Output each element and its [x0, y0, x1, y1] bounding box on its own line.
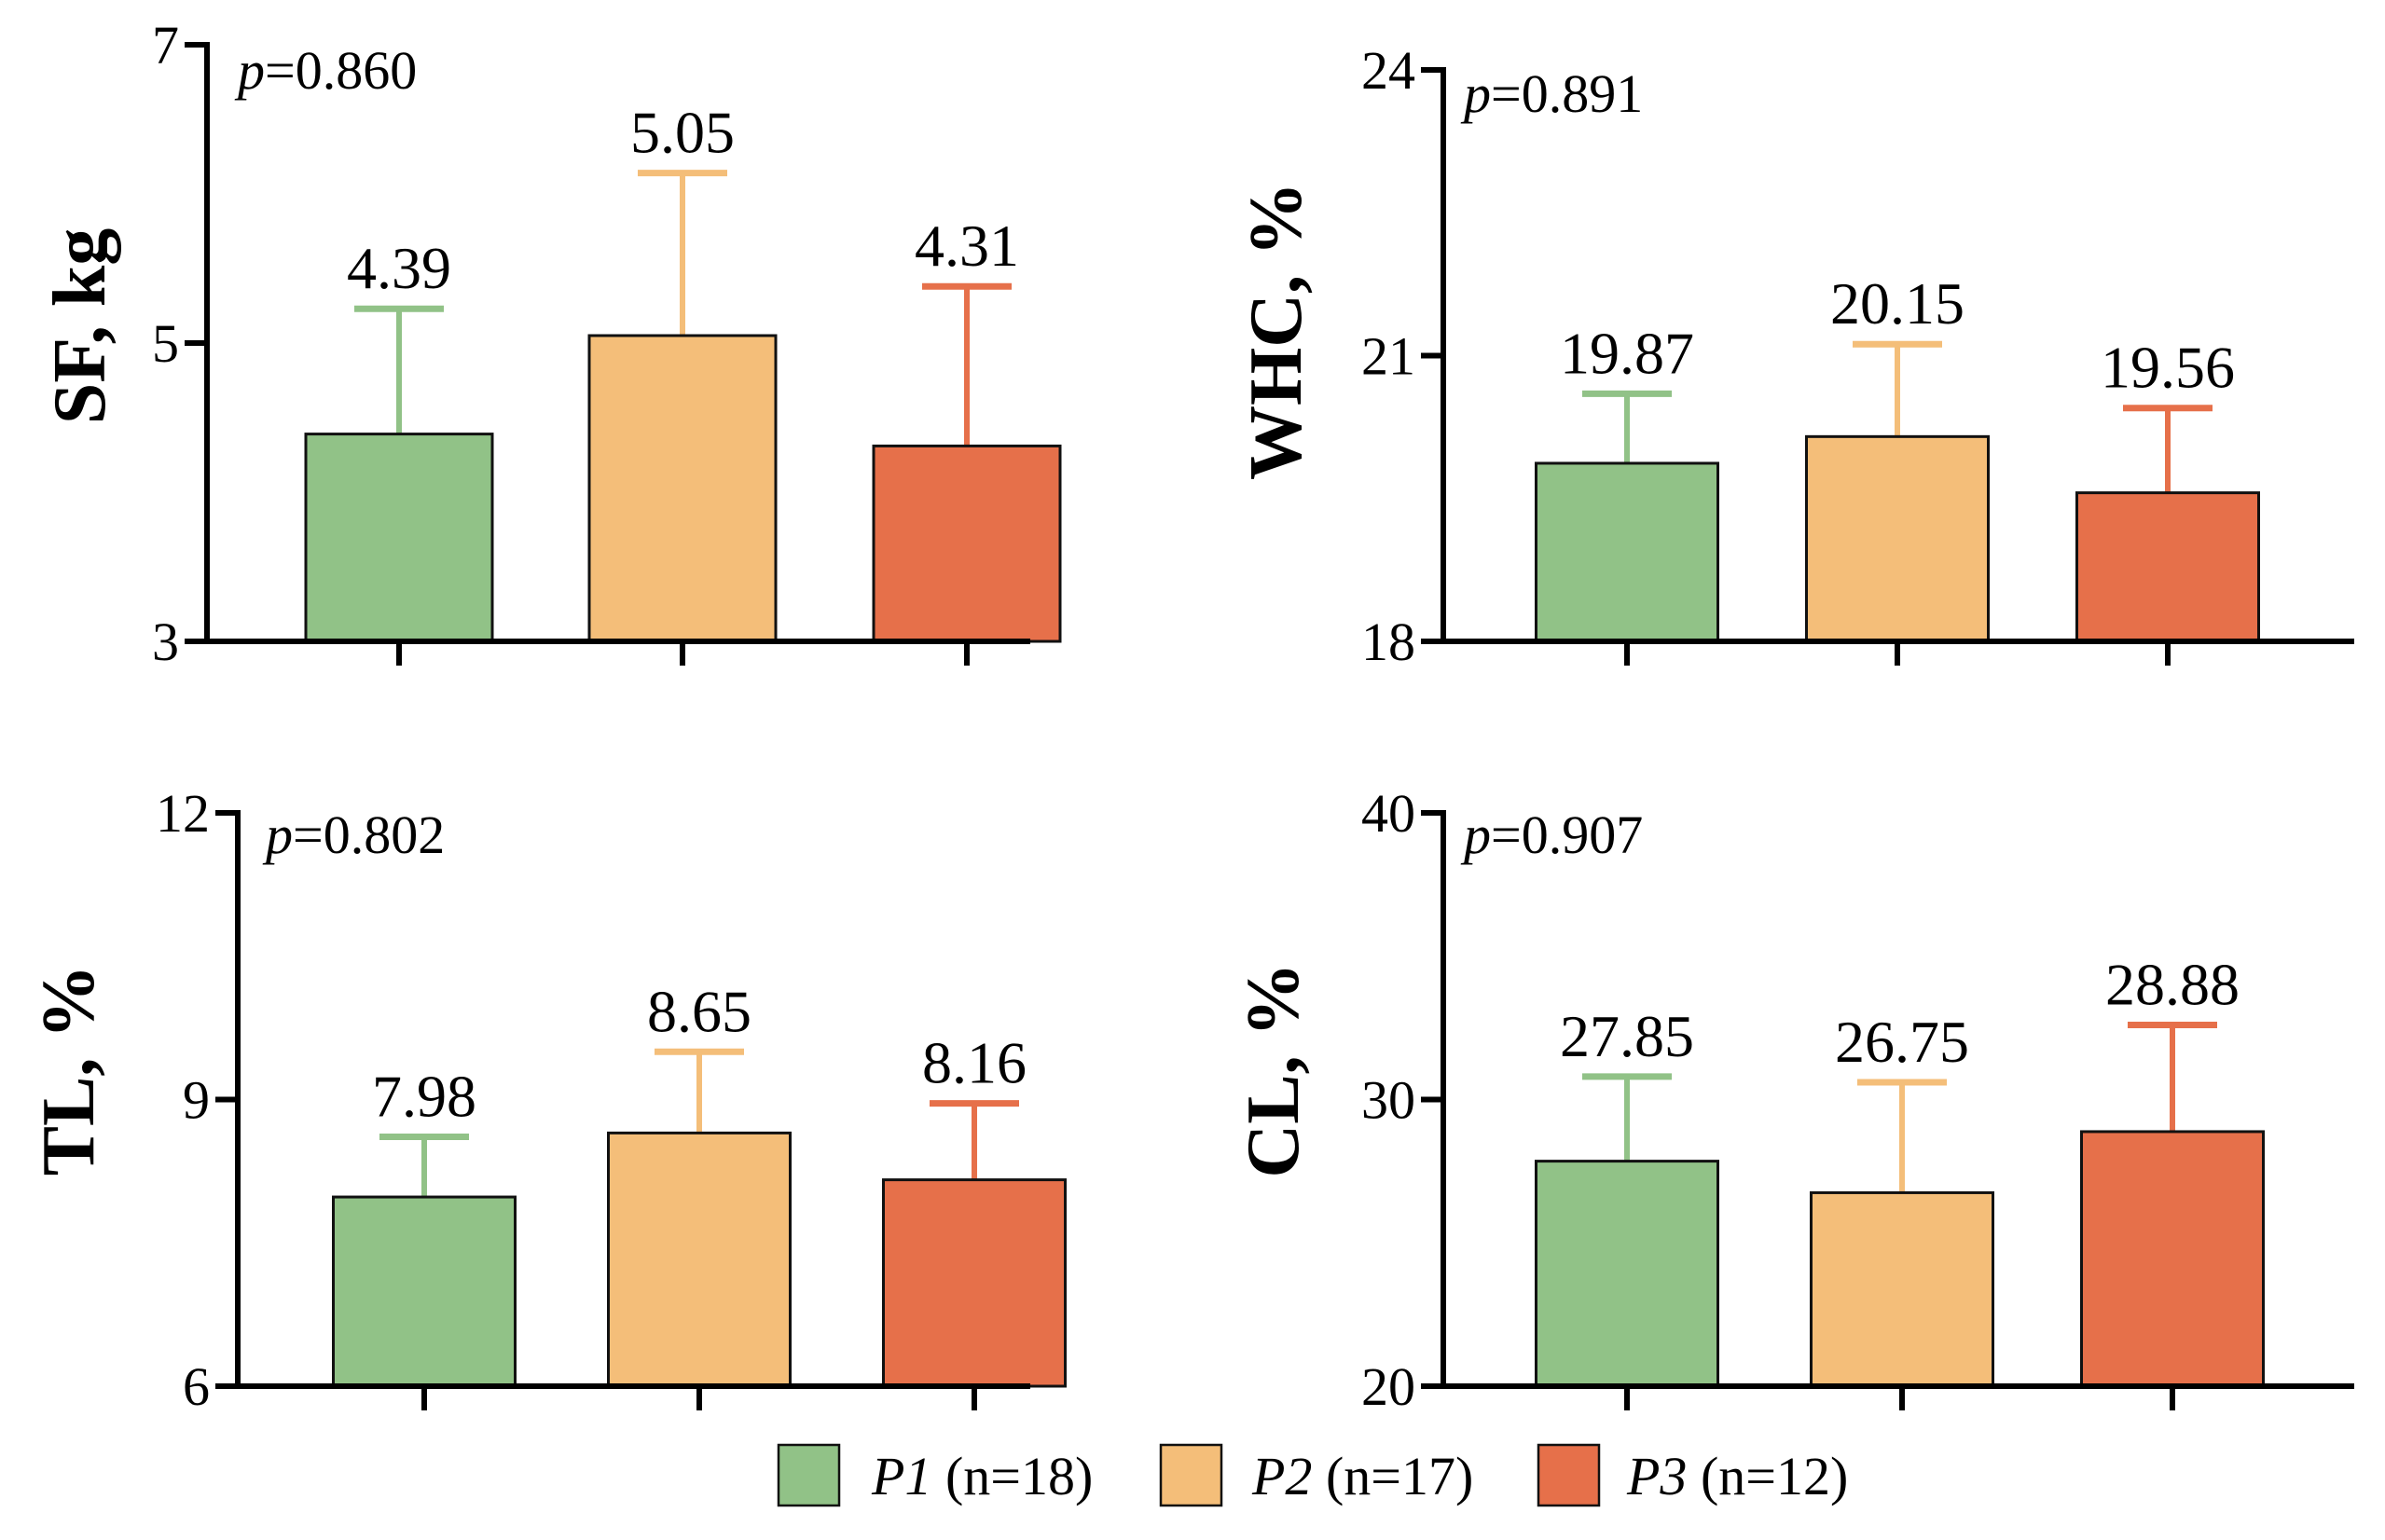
y-tick-label: 21: [1361, 326, 1415, 387]
panel-whc: WHC, % p=0.891 19.87 20.15 19.56 18 21 24: [1235, 40, 2354, 672]
bar-p3: [872, 444, 1062, 643]
y-tick-label: 9: [183, 1070, 210, 1131]
panel-sf: SF, kg p=0.860 4.39 5.05 4.31 3 5 7: [39, 15, 1062, 672]
panel-cl: CL, % p=0.907 27.85 26.75 28.88 20 30 40: [1233, 783, 2354, 1417]
y-tick-label: 30: [1361, 1070, 1415, 1131]
data-label-p3: 4.31: [915, 213, 1019, 279]
p-value: p=0.891: [1460, 63, 1643, 124]
p-value-number: =0.891: [1491, 63, 1643, 124]
bar-p3: [2080, 1130, 2265, 1388]
p-value: p=0.860: [234, 40, 417, 101]
bar-p1: [332, 1195, 517, 1388]
legend-swatch-p3: [1537, 1443, 1601, 1507]
bar-p2: [1810, 1190, 1994, 1388]
p-value-prefix: p: [1460, 63, 1491, 124]
legend: P1 (n=18) P2 (n=17) P3 (n=12): [777, 1443, 1848, 1507]
y-axis-label: WHC, %: [1235, 182, 1317, 480]
p-value-number: =0.802: [293, 804, 445, 865]
legend-label-p3: P3 (n=12): [1626, 1446, 1848, 1506]
y-tick-label: 24: [1361, 40, 1415, 101]
bar-p1: [1535, 461, 1719, 643]
data-label-p2: 20.15: [1830, 270, 1965, 337]
y-axis-label: TL, %: [28, 965, 110, 1176]
legend-swatch-p2: [1159, 1443, 1223, 1507]
y-tick-label: 18: [1361, 612, 1415, 672]
data-label-p2: 5.05: [630, 100, 735, 166]
y-tick-label: 6: [183, 1356, 210, 1417]
legend-item-p1: P1 (n=18): [777, 1443, 1093, 1507]
p-value-prefix: p: [234, 40, 265, 101]
bar-p3: [2075, 491, 2260, 643]
bar-p2: [607, 1131, 792, 1388]
p-value-number: =0.907: [1491, 804, 1643, 865]
bar-p2: [587, 334, 778, 643]
y-tick-label: 3: [152, 612, 179, 672]
data-label-p1: 27.85: [1560, 1003, 1694, 1069]
legend-label-p1: P1 (n=18): [871, 1446, 1093, 1506]
legend-item-p3: P3 (n=12): [1537, 1443, 1848, 1507]
y-tick-label: 40: [1361, 783, 1415, 844]
data-label-p2: 26.75: [1835, 1009, 1969, 1075]
y-tick-label: 12: [156, 783, 210, 844]
bar-p1: [304, 433, 494, 643]
legend-label-p2: P2 (n=17): [1251, 1446, 1473, 1506]
y-axis-label: CL, %: [1233, 962, 1315, 1177]
p-value: p=0.802: [262, 804, 445, 865]
bar-p2: [1805, 434, 1990, 643]
p-value-prefix: p: [1460, 804, 1491, 865]
p-value-prefix: p: [262, 804, 293, 865]
data-label-p2: 8.65: [647, 978, 751, 1044]
data-label-p1: 19.87: [1560, 320, 1694, 386]
legend-item-p2: P2 (n=17): [1159, 1443, 1473, 1507]
panel-tl: TL, % p=0.802 7.98 8.65 8.16 6 9 12: [28, 783, 1067, 1417]
p-value: p=0.907: [1460, 804, 1643, 865]
y-tick-label: 20: [1361, 1356, 1415, 1417]
p-value-number: =0.860: [265, 40, 417, 101]
data-label-p3: 19.56: [2101, 335, 2235, 401]
data-label-p3: 28.88: [2105, 952, 2240, 1018]
bar-p3: [882, 1178, 1067, 1388]
data-label-p3: 8.16: [922, 1030, 1027, 1096]
legend-swatch-p1: [777, 1443, 841, 1507]
data-label-p1: 7.98: [372, 1063, 476, 1129]
y-tick-label: 5: [152, 313, 179, 374]
y-axis-label: SF, kg: [39, 228, 121, 425]
data-label-p1: 4.39: [347, 235, 451, 301]
y-tick-label: 7: [152, 15, 179, 76]
bar-p1: [1535, 1160, 1719, 1388]
